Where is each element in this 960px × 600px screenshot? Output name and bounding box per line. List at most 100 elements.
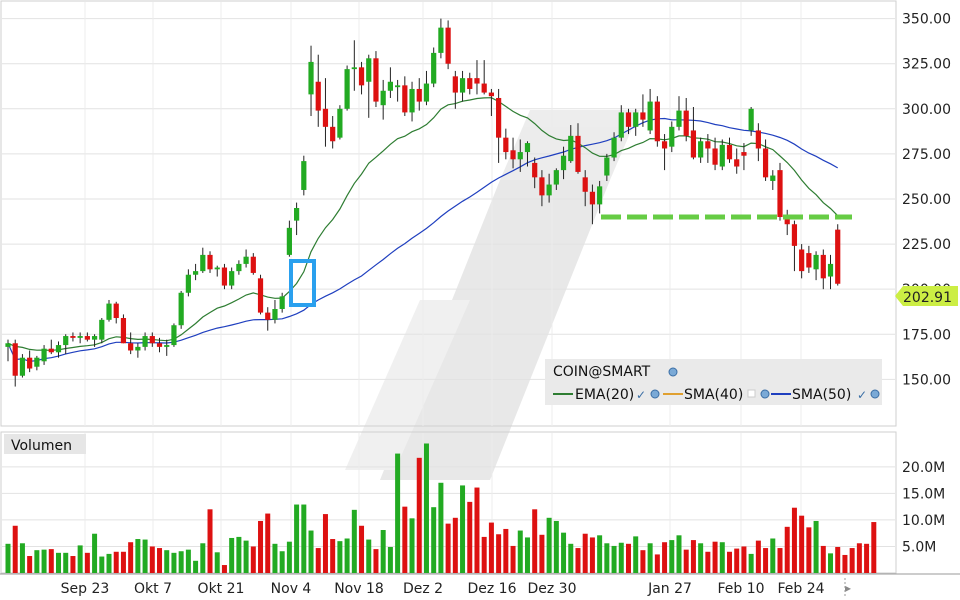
candle xyxy=(315,54,321,127)
price-tick-label: 150.00 xyxy=(902,372,951,388)
volume-bar xyxy=(690,540,696,573)
volume-bar xyxy=(625,543,631,573)
candle-body xyxy=(625,112,632,127)
candle xyxy=(416,78,422,111)
scroll-right-icon[interactable]: ▸ xyxy=(845,581,851,595)
candle-body xyxy=(91,336,98,340)
candle xyxy=(34,355,40,371)
volume-bar xyxy=(221,565,227,573)
volume-bar xyxy=(561,532,567,573)
candle-body xyxy=(200,254,206,272)
candle-body xyxy=(279,296,285,309)
candle-body xyxy=(337,108,343,138)
volume-bar xyxy=(496,534,502,573)
volume-bar xyxy=(712,541,718,573)
date-tick-label: Dez 2 xyxy=(403,581,443,597)
volume-bar xyxy=(452,517,458,573)
volume-bar xyxy=(359,525,365,573)
candle xyxy=(503,128,509,160)
candle xyxy=(294,202,300,236)
volume-bar xyxy=(178,551,184,573)
legend-ema20-check-icon[interactable]: ✓ xyxy=(636,388,646,402)
volume-tick-label: 10.0M xyxy=(902,513,945,529)
volume-bar xyxy=(589,537,595,573)
candle-body xyxy=(221,267,228,286)
candle-body xyxy=(438,27,444,53)
volume-bar xyxy=(864,543,870,573)
candle xyxy=(488,88,495,117)
price-tick-label: 300.00 xyxy=(902,102,951,118)
candle xyxy=(618,105,624,142)
symbol-settings-icon[interactable] xyxy=(668,367,678,377)
volume-bar xyxy=(488,522,494,573)
candle xyxy=(221,263,228,290)
candle xyxy=(41,345,47,365)
legend-sma40-settings-icon[interactable] xyxy=(760,389,770,399)
date-tick-label: Jan 27 xyxy=(647,581,692,597)
candle xyxy=(48,339,54,355)
legend-ema20-settings-icon[interactable] xyxy=(650,389,660,399)
candle-body xyxy=(459,78,466,93)
volume-title: Volumen xyxy=(11,438,72,454)
candle-body xyxy=(207,254,213,270)
volume-bar xyxy=(654,554,660,573)
legend-sma50-check-icon[interactable]: ✓ xyxy=(857,388,867,402)
candle xyxy=(712,137,718,171)
candlesticks xyxy=(5,18,841,387)
candle-body xyxy=(236,263,242,272)
date-tick-label: Dez 16 xyxy=(467,581,516,597)
volume-bar xyxy=(301,504,307,573)
candle-body xyxy=(799,249,805,272)
candle-body xyxy=(387,81,393,91)
candle xyxy=(705,134,711,163)
volume-bar xyxy=(142,539,148,573)
volume-bar xyxy=(683,549,689,573)
volume-bar xyxy=(351,509,357,573)
candle xyxy=(438,18,444,59)
candle xyxy=(200,247,206,273)
volume-bar xyxy=(431,507,437,573)
candle-body xyxy=(431,52,437,84)
candle xyxy=(633,108,639,136)
candle xyxy=(431,47,437,88)
candle xyxy=(12,339,18,387)
candle-body xyxy=(445,27,451,64)
volume-tick-label: 5.0M xyxy=(902,539,936,555)
candle-body xyxy=(330,126,336,142)
candle-body xyxy=(633,112,639,127)
date-tick-label: Feb 10 xyxy=(717,581,764,597)
candle xyxy=(806,245,812,273)
volume-bar xyxy=(611,545,617,573)
volume-bar xyxy=(669,540,675,573)
candle-body xyxy=(322,108,329,127)
volume-bar xyxy=(229,537,235,573)
date-tick-label: Nov 4 xyxy=(271,581,312,597)
volume-bar xyxy=(770,538,776,573)
volume-bar xyxy=(19,543,25,573)
volume-bar xyxy=(12,525,18,573)
candle xyxy=(70,332,76,342)
candle xyxy=(799,244,805,279)
last-price-badge: 202.91 xyxy=(895,286,958,306)
volume-bar xyxy=(438,482,444,573)
candle-body xyxy=(373,58,379,102)
candle-body xyxy=(257,278,264,313)
legend-sma50-settings-icon[interactable] xyxy=(870,389,880,399)
candle-body xyxy=(423,83,430,102)
volume-bar xyxy=(871,522,877,573)
volume-bar xyxy=(474,487,480,573)
candle-body xyxy=(719,144,725,167)
candle-body xyxy=(12,343,18,376)
volume-bar xyxy=(395,453,401,573)
volume-bar xyxy=(553,520,559,573)
price-tick-label: 175.00 xyxy=(902,327,951,343)
candle-body xyxy=(286,227,292,255)
price-tick-label: 325.00 xyxy=(902,57,951,73)
candle xyxy=(459,70,466,102)
candle xyxy=(532,157,538,189)
volume-bar xyxy=(510,545,516,573)
candle-body xyxy=(712,148,718,165)
volume-bar xyxy=(236,536,242,573)
legend-sma40-checkbox-icon[interactable] xyxy=(747,389,756,398)
candle-body xyxy=(777,170,783,218)
